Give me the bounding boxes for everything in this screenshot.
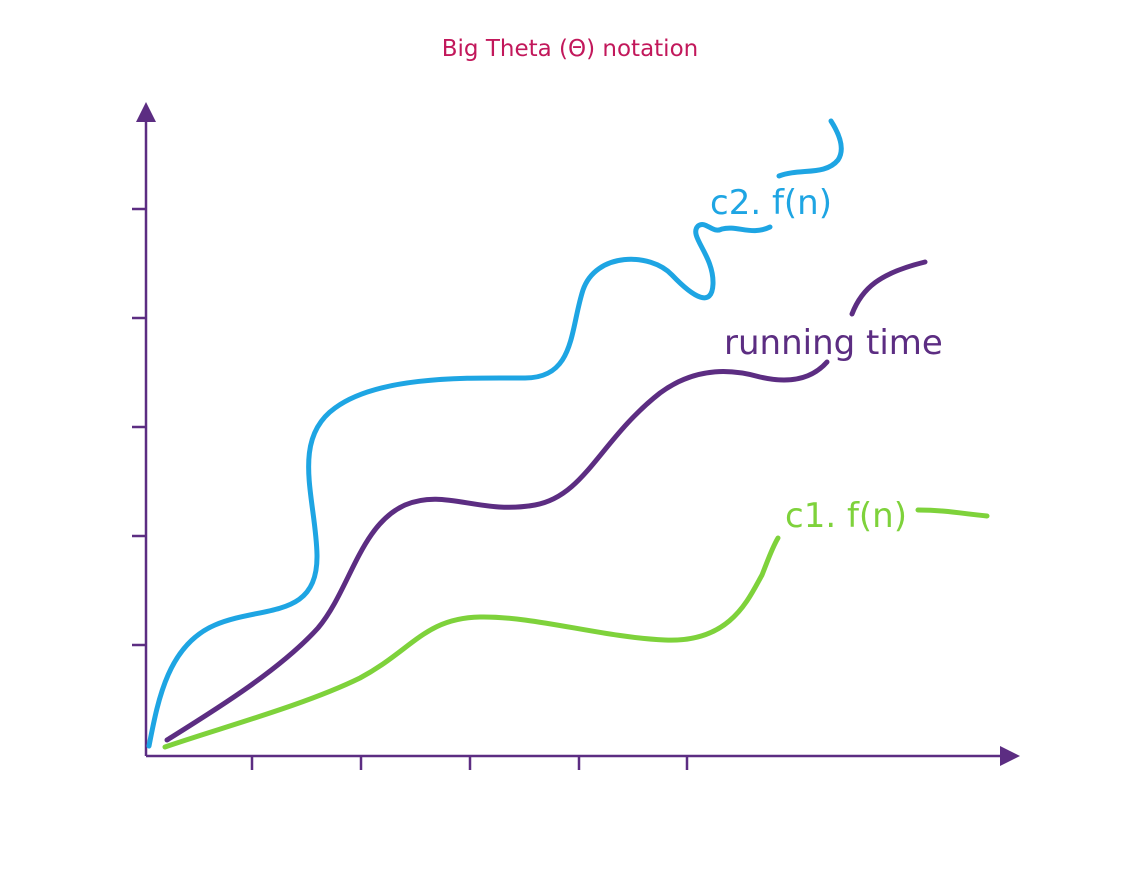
upper-bound-label: c2. f(n)	[710, 183, 832, 223]
lower-bound-curve	[162, 535, 781, 750]
running-time-curve-tail	[849, 259, 928, 317]
y-axis-arrowhead	[136, 102, 156, 122]
axes	[132, 102, 1020, 770]
upper-bound-curve-tail	[776, 118, 844, 179]
running-time-curve	[164, 359, 830, 743]
running-time-label: running time	[724, 323, 943, 363]
upper-bound-curve	[146, 222, 773, 749]
x-axis-arrowhead	[1000, 746, 1020, 766]
diagram-title: Big Theta (Θ) notation	[441, 36, 699, 62]
lower-bound-label: c1. f(n)	[785, 496, 907, 536]
lower-bound-curve-tail	[915, 507, 990, 519]
